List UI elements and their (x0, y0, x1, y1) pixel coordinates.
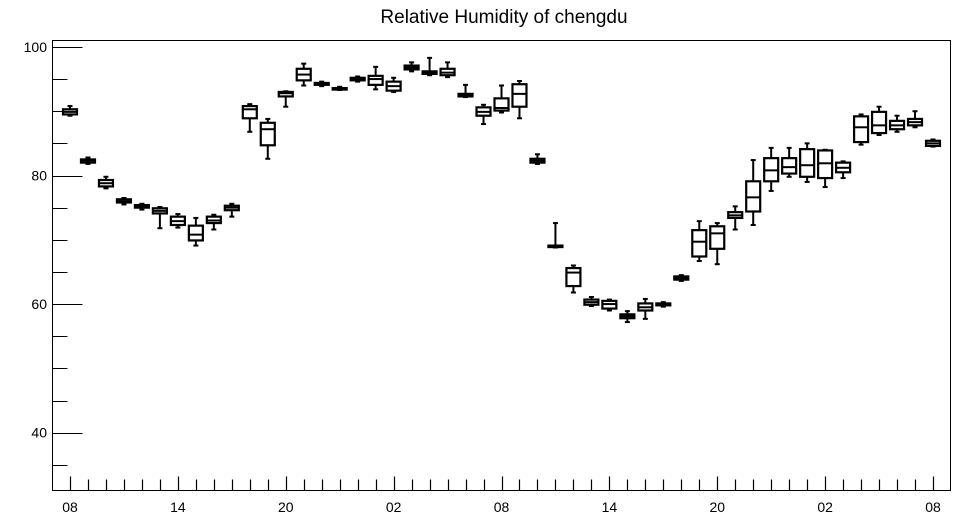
box-plot (97, 175, 115, 190)
chart-title: Relative Humidity of chengdu (380, 7, 627, 28)
box-plot (835, 160, 852, 180)
box-iqr (259, 121, 276, 147)
y-axis: 40 60 80 100 (24, 39, 83, 466)
y-tick-label: 60 (31, 296, 47, 312)
box-plot (583, 296, 600, 307)
box-plot (115, 197, 133, 206)
box-plot (457, 83, 474, 99)
x-tick-label: 08 (494, 499, 510, 515)
box-plot (421, 56, 438, 77)
box-plot (691, 220, 708, 262)
box-plot (439, 61, 456, 79)
box-plot (493, 84, 510, 114)
box-plot (511, 80, 528, 120)
box-plot (169, 213, 186, 229)
box-iqr (852, 115, 870, 144)
box-plot (870, 105, 888, 136)
box-plot (133, 202, 151, 211)
box-plot (385, 76, 402, 93)
box-plot (673, 274, 690, 282)
box-plot (277, 90, 294, 108)
box-plot (403, 61, 420, 73)
box-iqr (511, 83, 528, 108)
box-iqr (799, 148, 816, 178)
box-plot (565, 264, 582, 294)
box-plot (799, 142, 816, 183)
box-plot (852, 113, 870, 146)
box-plot (331, 85, 348, 91)
x-tick-label: 08 (62, 499, 78, 515)
box-plot (924, 138, 942, 148)
x-tick-label: 20 (278, 499, 294, 515)
box-plots (61, 56, 942, 324)
box-plot (727, 205, 744, 231)
x-axis: 08 14 20 02 08 14 20 02 08 (62, 476, 941, 515)
y-tick-label: 100 (24, 39, 48, 55)
box-plot (655, 301, 672, 308)
box-plot (817, 148, 834, 189)
box-plot (349, 75, 366, 83)
box-plot (313, 80, 330, 88)
box-plot (241, 103, 258, 133)
box-iqr (241, 104, 258, 120)
box-plot (637, 297, 654, 320)
box-iqr (187, 224, 204, 242)
box-iqr (691, 229, 708, 258)
box-plot (547, 222, 564, 249)
box-plot (61, 105, 79, 117)
box-plot (79, 156, 97, 165)
box-iqr (781, 157, 798, 175)
box-iqr (870, 110, 888, 135)
x-tick-label: 14 (170, 499, 186, 515)
x-tick-label: 20 (709, 499, 725, 515)
box-plot (259, 117, 276, 160)
x-tick-label: 08 (925, 499, 941, 515)
box-plot (601, 298, 618, 312)
box-plot (295, 62, 312, 87)
box-plot (888, 114, 906, 133)
box-plot (763, 146, 780, 192)
y-tick-label: 80 (31, 168, 47, 184)
box-plot (475, 103, 492, 126)
x-tick-label: 02 (817, 499, 833, 515)
box-plot (906, 110, 924, 129)
box-plot (709, 222, 726, 266)
box-plot (151, 206, 168, 230)
box-plot (187, 216, 204, 247)
box-plot (781, 146, 798, 178)
box-iqr (565, 266, 582, 288)
y-tick-label: 40 (31, 425, 47, 441)
x-tick-label: 14 (602, 499, 618, 515)
box-plot (205, 213, 222, 231)
plot-frame (52, 40, 951, 491)
box-iqr (709, 225, 726, 250)
box-iqr (367, 74, 384, 86)
box-plot (367, 65, 384, 91)
box-plot (529, 153, 546, 165)
box-plot (223, 202, 240, 218)
box-plot (745, 159, 762, 226)
box-plot (619, 310, 636, 324)
x-tick-label: 02 (386, 499, 402, 515)
